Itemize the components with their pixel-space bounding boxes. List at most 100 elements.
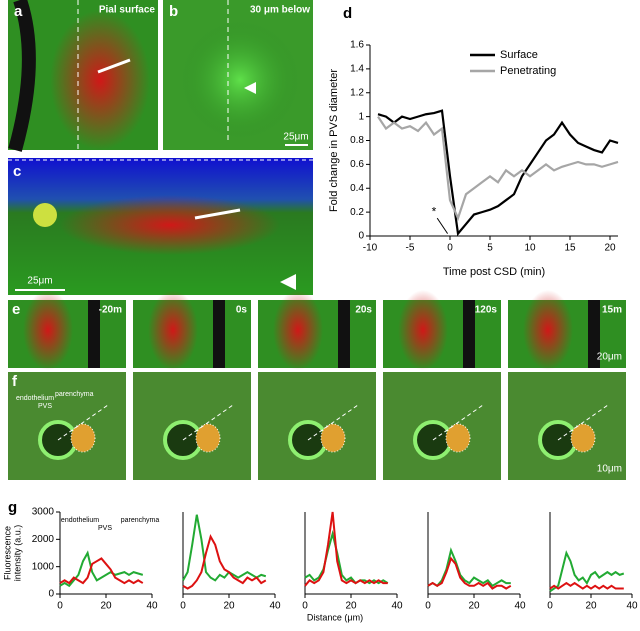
series-line <box>377 116 619 222</box>
panel-label: b <box>169 3 178 20</box>
time-label: 15m <box>602 305 622 316</box>
vessel-dark <box>213 300 225 368</box>
panel-label: f <box>12 373 18 390</box>
y-tick-label: 1.4 <box>350 64 364 75</box>
y-tick-label: 0 <box>358 231 364 242</box>
vessel <box>273 290 323 370</box>
dash <box>182 404 234 441</box>
time-label: 20s <box>355 305 372 316</box>
time-series-images: -20m 0s 20s 120s 15m <box>8 290 626 480</box>
x-tick-label: 15 <box>564 243 576 254</box>
pvs <box>570 423 596 453</box>
y-tick-label: 2000 <box>32 534 55 545</box>
series-line <box>427 547 511 588</box>
x-tick-label: 0 <box>302 601 308 612</box>
y-tick-label: 1000 <box>32 561 55 572</box>
y-tick-label: 1 <box>358 111 364 122</box>
x-tick-label: 0 <box>547 601 553 612</box>
y-axis-label: intensity (a.u.) <box>12 525 22 582</box>
x-tick-label: 0 <box>447 243 453 254</box>
arrow <box>194 208 241 220</box>
legend-label: Surface <box>500 49 538 61</box>
panel-label: g <box>8 499 17 516</box>
annotation-arrow <box>436 217 449 234</box>
series-line <box>427 556 512 590</box>
vessel <box>523 290 573 370</box>
dash <box>432 404 484 441</box>
x-tick-label: 0 <box>425 601 431 612</box>
x-tick-label: -10 <box>363 243 378 254</box>
dash <box>307 404 359 441</box>
x-tick-label: 40 <box>391 601 403 612</box>
y-axis-label: Fluorescence <box>2 526 12 580</box>
vessel-dark <box>463 300 475 368</box>
scale-label: 25μm <box>27 276 52 287</box>
pvs <box>445 423 471 453</box>
time-label: 0s <box>236 305 248 316</box>
x-tick-label: 20 <box>100 601 112 612</box>
x-tick-label: 20 <box>345 601 357 612</box>
pvs <box>320 423 346 453</box>
x-tick-label: 0 <box>57 601 63 612</box>
time-label: 120s <box>475 305 498 316</box>
arrowhead <box>244 82 256 94</box>
scale-label: 10μm <box>597 464 622 475</box>
series-line <box>59 550 144 588</box>
blob <box>33 203 57 227</box>
vessel-dark <box>338 300 350 368</box>
x-tick-label: -5 <box>406 243 415 254</box>
x-tick-label: 20 <box>468 601 480 612</box>
x-tick-label: 0 <box>180 601 186 612</box>
f-label: PVS <box>38 403 52 410</box>
x-tick-label: 20 <box>604 243 616 254</box>
pvs <box>70 423 96 453</box>
glow <box>180 20 300 140</box>
f-label: parenchyma <box>55 391 94 398</box>
y-tick-label: 0.4 <box>350 183 364 194</box>
x-tick-label: 10 <box>524 243 536 254</box>
panel-label: d <box>343 5 352 22</box>
x-tick-label: 40 <box>146 601 158 612</box>
y-tick-label: 0.8 <box>350 135 364 146</box>
time-label: -20m <box>99 305 122 316</box>
vessel-dark <box>88 300 100 368</box>
y-tick-label: 1.6 <box>350 40 364 51</box>
vessel-dark <box>588 300 600 368</box>
image-title: 30 μm below <box>250 5 310 16</box>
vessel <box>60 195 280 255</box>
pvs <box>195 423 221 453</box>
annotation: parenchyma <box>121 517 160 524</box>
image-title: Pial surface <box>99 5 156 16</box>
series-line <box>304 529 389 585</box>
series-line <box>182 534 267 590</box>
y-tick-label: 0 <box>48 589 54 600</box>
y-tick-label: 3000 <box>32 507 55 518</box>
x-tick-label: 40 <box>269 601 281 612</box>
panel-label: e <box>12 301 20 318</box>
series-line <box>59 557 144 585</box>
series-line <box>377 109 619 237</box>
vessel <box>148 290 198 370</box>
legend-label: Penetrating <box>500 65 556 77</box>
y-axis-label: Fold change in PVS diameter <box>328 69 340 212</box>
panel-label: c <box>13 163 21 180</box>
annotation: * <box>432 204 437 218</box>
vessel <box>50 10 150 150</box>
series-line <box>549 581 624 590</box>
charts: -10 -5 0 5 10 15 20 0 0.2 0.4 0.6 0.8 1 1.2 1.4 1.6 Surf… <box>2 40 638 623</box>
arrowhead <box>280 274 296 290</box>
y-tick-label: 0.2 <box>350 207 364 218</box>
dash <box>57 404 109 441</box>
x-tick-label: 40 <box>514 601 526 612</box>
series-line <box>182 514 267 582</box>
vessel-dark <box>8 0 36 152</box>
y-tick-label: 1.2 <box>350 87 364 98</box>
image-panels <box>8 0 313 295</box>
series-line <box>304 511 388 587</box>
scale-label: 25μm <box>283 132 308 143</box>
y-tick-label: 0.6 <box>350 159 364 170</box>
series-line <box>549 550 625 593</box>
x-axis-label: Distance (μm) <box>307 612 363 622</box>
x-axis-label: Time post CSD (min) <box>443 266 545 278</box>
